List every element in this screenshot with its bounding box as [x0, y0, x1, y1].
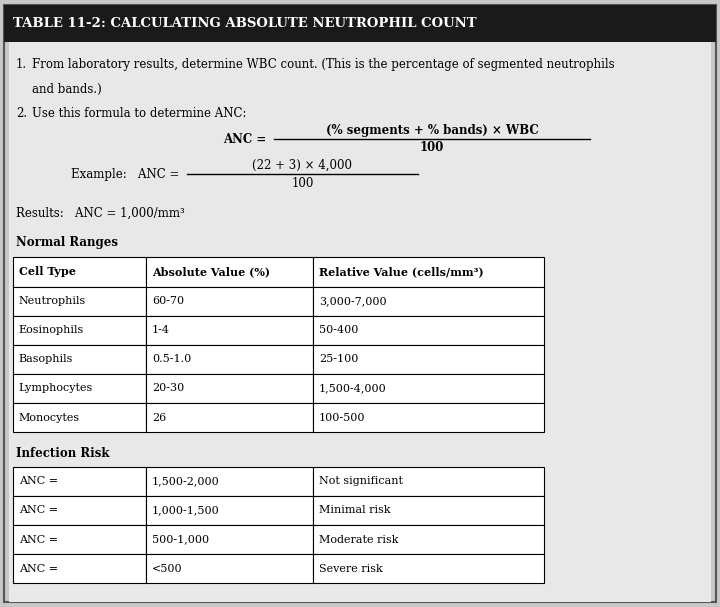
Bar: [4, 5, 716, 42]
Text: 1,000-1,500: 1,000-1,500: [152, 506, 220, 515]
Bar: [313, 345, 544, 374]
Text: Not significant: Not significant: [319, 476, 403, 486]
Text: (22 + 3) × 4,000: (22 + 3) × 4,000: [253, 159, 352, 172]
Bar: [313, 496, 544, 525]
Text: (% segments + % bands) × WBC: (% segments + % bands) × WBC: [325, 124, 539, 137]
Bar: [313, 467, 544, 496]
Bar: [13, 316, 146, 345]
Bar: [146, 467, 313, 496]
Bar: [13, 525, 146, 554]
Bar: [313, 403, 544, 432]
Text: and bands.): and bands.): [32, 83, 102, 96]
Text: 3,000-7,000: 3,000-7,000: [319, 296, 387, 306]
Text: 1,500-2,000: 1,500-2,000: [152, 476, 220, 486]
Text: 50-400: 50-400: [319, 325, 359, 335]
Text: Cell Type: Cell Type: [19, 266, 76, 277]
Bar: [146, 496, 313, 525]
Bar: [146, 345, 313, 374]
Text: Severe risk: Severe risk: [319, 564, 383, 574]
Text: Basophils: Basophils: [19, 354, 73, 364]
Bar: [13, 403, 146, 432]
Text: Example:   ANC =: Example: ANC =: [71, 168, 184, 181]
Bar: [13, 374, 146, 403]
Bar: [313, 257, 544, 287]
Text: ANC =: ANC =: [19, 476, 58, 486]
Text: Normal Ranges: Normal Ranges: [16, 236, 118, 249]
Text: 2.: 2.: [16, 107, 27, 120]
Text: Eosinophils: Eosinophils: [19, 325, 84, 335]
Text: Moderate risk: Moderate risk: [319, 535, 398, 544]
Text: 500-1,000: 500-1,000: [152, 535, 209, 544]
Text: 26: 26: [152, 413, 166, 422]
Text: 1-4: 1-4: [152, 325, 170, 335]
Text: Use this formula to determine ANC:: Use this formula to determine ANC:: [32, 107, 246, 120]
Text: ANC =: ANC =: [19, 506, 58, 515]
Text: 100-500: 100-500: [319, 413, 366, 422]
Bar: [13, 345, 146, 374]
Bar: [313, 374, 544, 403]
Text: Results:   ANC = 1,000/mm³: Results: ANC = 1,000/mm³: [16, 207, 184, 220]
Bar: [313, 287, 544, 316]
Text: Relative Value (cells/mm³): Relative Value (cells/mm³): [319, 266, 484, 277]
Text: 100: 100: [420, 141, 444, 154]
Text: 20-30: 20-30: [152, 384, 184, 393]
Bar: [313, 554, 544, 583]
Text: Minimal risk: Minimal risk: [319, 506, 390, 515]
Text: 1,500-4,000: 1,500-4,000: [319, 384, 387, 393]
Bar: [146, 287, 313, 316]
Text: Infection Risk: Infection Risk: [16, 447, 109, 460]
Bar: [146, 316, 313, 345]
Text: 60-70: 60-70: [152, 296, 184, 306]
Text: 100: 100: [291, 177, 314, 189]
Text: <500: <500: [152, 564, 183, 574]
Text: Monocytes: Monocytes: [19, 413, 80, 422]
Text: 0.5-1.0: 0.5-1.0: [152, 354, 192, 364]
Text: ANC =: ANC =: [19, 535, 58, 544]
Bar: [146, 403, 313, 432]
Text: 25-100: 25-100: [319, 354, 359, 364]
Bar: [146, 257, 313, 287]
Bar: [313, 316, 544, 345]
Text: Lymphocytes: Lymphocytes: [19, 384, 93, 393]
Text: ANC =: ANC =: [19, 564, 58, 574]
Text: Absolute Value (%): Absolute Value (%): [152, 266, 270, 277]
Text: ANC =: ANC =: [222, 132, 270, 146]
Bar: [13, 467, 146, 496]
Text: TABLE 11-2: CALCULATING ABSOLUTE NEUTROPHIL COUNT: TABLE 11-2: CALCULATING ABSOLUTE NEUTROP…: [13, 17, 477, 30]
Text: Neutrophils: Neutrophils: [19, 296, 86, 306]
Bar: [146, 554, 313, 583]
Bar: [146, 374, 313, 403]
Text: 1.: 1.: [16, 58, 27, 70]
Bar: [313, 525, 544, 554]
Bar: [146, 525, 313, 554]
Bar: [13, 554, 146, 583]
Text: From laboratory results, determine WBC count. (This is the percentage of segment: From laboratory results, determine WBC c…: [32, 58, 614, 70]
Bar: [13, 287, 146, 316]
Bar: [13, 496, 146, 525]
Bar: [13, 257, 146, 287]
